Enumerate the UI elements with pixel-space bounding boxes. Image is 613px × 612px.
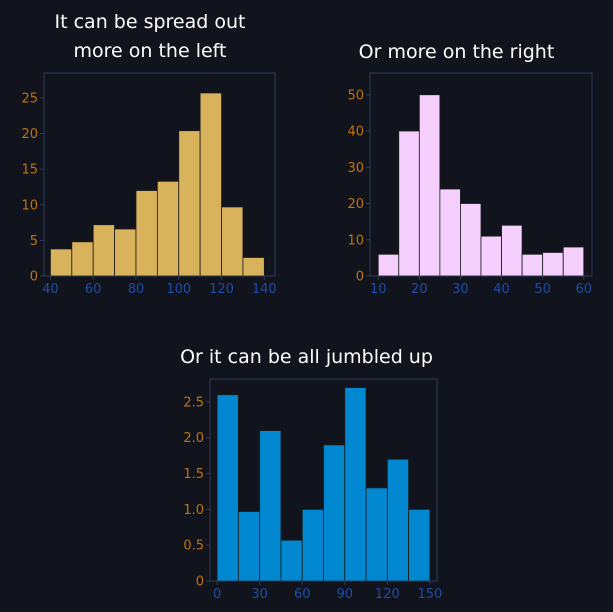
histogram-bar xyxy=(221,206,244,277)
x-tick-label: 20 xyxy=(411,282,428,297)
y-tick-label: 20 xyxy=(347,197,364,212)
x-tick-label: 150 xyxy=(417,587,442,602)
histogram-jumbled: Or it can be all jumbled up 0 0.5 1.0 1.5 2.… xyxy=(120,330,493,612)
y-tick-label: 1.5 xyxy=(183,467,204,482)
title-line-1: Or it can be all jumbled up xyxy=(180,346,433,368)
y-tick-label: 50 xyxy=(347,88,364,103)
histogram-bar xyxy=(280,539,303,582)
y-tick-label: 5 xyxy=(30,234,38,249)
histogram-bar xyxy=(199,92,222,277)
x-tick-label: 90 xyxy=(337,587,354,602)
axes-frame xyxy=(43,72,276,277)
histogram-bar xyxy=(92,224,115,277)
panel-title: Or it can be all jumbled up xyxy=(120,343,493,372)
histogram-bar xyxy=(344,387,367,582)
title-line-1: Or more on the right xyxy=(358,41,555,63)
y-tick-label: 0 xyxy=(196,575,204,590)
histogram-bar xyxy=(135,190,158,277)
histogram-bar xyxy=(259,430,282,582)
histogram-bar xyxy=(323,444,346,582)
histogram-bar xyxy=(237,511,261,582)
y-tick-label: 25 xyxy=(21,91,38,106)
panel-title: It can be spread out more on the left xyxy=(0,8,300,66)
axes-frame xyxy=(369,72,593,277)
x-tick-label: 0 xyxy=(213,587,221,602)
y-tick-label: 30 xyxy=(347,161,364,176)
y-tick-label: 0.5 xyxy=(183,539,204,554)
y-tick-label: 1.0 xyxy=(183,503,204,518)
histogram-bar xyxy=(542,252,564,277)
histogram-bar xyxy=(178,130,201,277)
y-tick-label: 0 xyxy=(30,270,38,285)
x-tick-label: 120 xyxy=(375,587,400,602)
histogram-bar xyxy=(377,253,400,277)
x-tick-label: 40 xyxy=(42,282,59,297)
x-tick-label: 40 xyxy=(493,282,510,297)
histogram-bar xyxy=(398,130,420,277)
x-tick-label: 10 xyxy=(370,282,387,297)
histogram-bar xyxy=(156,180,180,277)
histogram-bar xyxy=(480,235,502,277)
histogram-bar xyxy=(71,241,94,277)
y-tick-label: 15 xyxy=(21,163,38,178)
x-tick-label: 80 xyxy=(128,282,145,297)
x-tick-label: 60 xyxy=(294,587,311,602)
histogram-bar xyxy=(501,224,523,277)
histogram-bar xyxy=(408,508,431,582)
histogram-bar xyxy=(301,508,324,582)
y-tick-label: 10 xyxy=(21,198,38,213)
x-tick-label: 60 xyxy=(576,282,593,297)
title-line-1: It can be spread out xyxy=(54,11,246,33)
y-tick-label: 40 xyxy=(347,125,364,140)
y-tick-label: 0 xyxy=(356,270,364,285)
x-tick-label: 100 xyxy=(166,282,191,297)
histogram-left-skew: It can be spread out more on the left 0 5… xyxy=(0,0,300,300)
axes-frame xyxy=(209,378,438,582)
x-tick-label: 30 xyxy=(251,587,268,602)
x-tick-label: 140 xyxy=(252,282,277,297)
histogram-bar xyxy=(216,394,239,582)
x-tick-label: 30 xyxy=(452,282,469,297)
x-tick-label: 120 xyxy=(209,282,234,297)
x-tick-label: 50 xyxy=(534,282,551,297)
histogram-bar xyxy=(418,94,441,277)
y-tick-label: 10 xyxy=(347,233,364,248)
panel-title: Or more on the right xyxy=(300,38,613,67)
y-tick-label: 20 xyxy=(21,127,38,142)
histogram-right-skew: Or more on the right 0 10 20 30 40 50 10 20 30 40… xyxy=(300,0,613,300)
y-tick-label: 2.0 xyxy=(183,431,204,446)
title-line-2: more on the left xyxy=(73,40,227,62)
x-tick-label: 60 xyxy=(85,282,102,297)
histogram-bar xyxy=(242,257,265,277)
histogram-bar xyxy=(50,248,73,277)
histogram-bar xyxy=(460,203,482,277)
histogram-bar xyxy=(386,458,410,582)
histogram-bar xyxy=(439,188,461,277)
chart-svg: 0 0.5 1.0 1.5 2.0 2.5 0 30 60 90 120 150 xyxy=(183,378,442,602)
chart-svg: 0 5 10 15 20 25 40 60 80 100 120 140 xyxy=(21,72,277,297)
histogram-bar xyxy=(114,228,137,277)
histogram-bar xyxy=(521,253,544,277)
histogram-bar xyxy=(562,246,585,277)
histogram-bar xyxy=(365,487,388,582)
chart-svg: 0 10 20 30 40 50 10 20 30 40 50 60 xyxy=(347,72,593,297)
y-tick-label: 2.5 xyxy=(183,395,204,410)
